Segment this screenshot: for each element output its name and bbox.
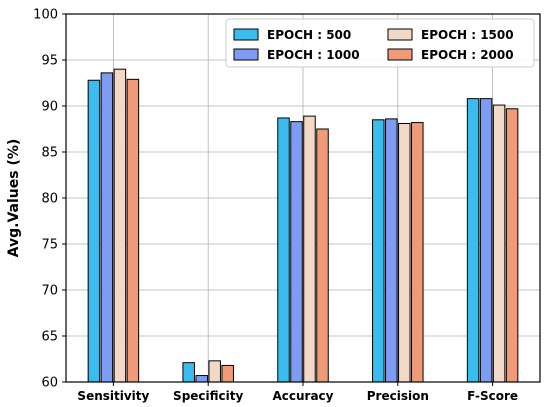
y-tick-label: 60 (41, 376, 58, 391)
bar-f-score-series-4 (505, 108, 519, 383)
bar-specificity-series-2 (195, 375, 208, 383)
y-tick-label: 95 (41, 54, 58, 69)
bar-f-score-series-1 (466, 98, 480, 383)
bar-precision-series-1 (372, 119, 385, 383)
x-tick-label: Precision (367, 389, 429, 403)
bar-accuracy-series-1 (277, 117, 290, 383)
bar-precision-series-3 (398, 122, 411, 383)
bar-specificity-series-1 (182, 362, 195, 383)
y-tick-label: 65 (41, 330, 58, 345)
y-tick-label: 85 (41, 146, 58, 161)
y-tick-label: 100 (33, 8, 58, 23)
bar-sensitivity-series-3 (113, 68, 127, 383)
y-tick-label: 75 (41, 238, 58, 253)
bar-sensitivity-series-2 (100, 72, 114, 383)
bar-sensitivity-series-4 (126, 78, 140, 383)
bar-specificity-series-4 (221, 364, 234, 383)
legend-swatch (387, 48, 413, 61)
legend: EPOCH : 500 EPOCH : 1000 EPOCH : 1500 EPOCH… (225, 18, 535, 68)
legend-box (225, 18, 535, 68)
legend-swatch (387, 28, 413, 41)
bar-f-score-series-3 (492, 104, 506, 383)
x-tick-label: F-Score (467, 389, 518, 403)
bar-precision-series-4 (411, 122, 424, 383)
x-tick-label: Sensitivity (77, 389, 149, 403)
bar-precision-series-2 (385, 118, 398, 383)
legend-swatch (233, 48, 259, 61)
grid-lines (66, 13, 540, 383)
x-tick-label: Specificity (173, 389, 243, 403)
legend-label: EPOCH : 1500 (421, 28, 514, 42)
y-axis-title: Avg.Values (%) (6, 139, 22, 258)
legend-label: EPOCH : 500 (267, 28, 351, 42)
bar-accuracy-series-3 (303, 115, 316, 383)
bar-sensitivity-series-1 (87, 79, 101, 383)
x-axis-ticks: Sensitivity Specificity Accuracy Precision F… (77, 382, 518, 403)
x-tick-label: Accuracy (272, 389, 333, 403)
legend-label: EPOCH : 1000 (267, 48, 360, 62)
y-tick-label: 70 (41, 284, 58, 299)
legend-swatch (233, 28, 259, 41)
y-tick-label: 90 (41, 100, 58, 115)
bar-accuracy-series-2 (290, 121, 303, 383)
bar-f-score-series-2 (479, 98, 493, 383)
y-axis-ticks: 60 65 70 75 80 85 90 95 100 (33, 8, 66, 391)
bar-accuracy-series-4 (316, 128, 329, 383)
legend-label: EPOCH : 2000 (421, 48, 514, 62)
y-tick-label: 80 (41, 192, 58, 207)
bar-specificity-series-3 (208, 360, 221, 383)
